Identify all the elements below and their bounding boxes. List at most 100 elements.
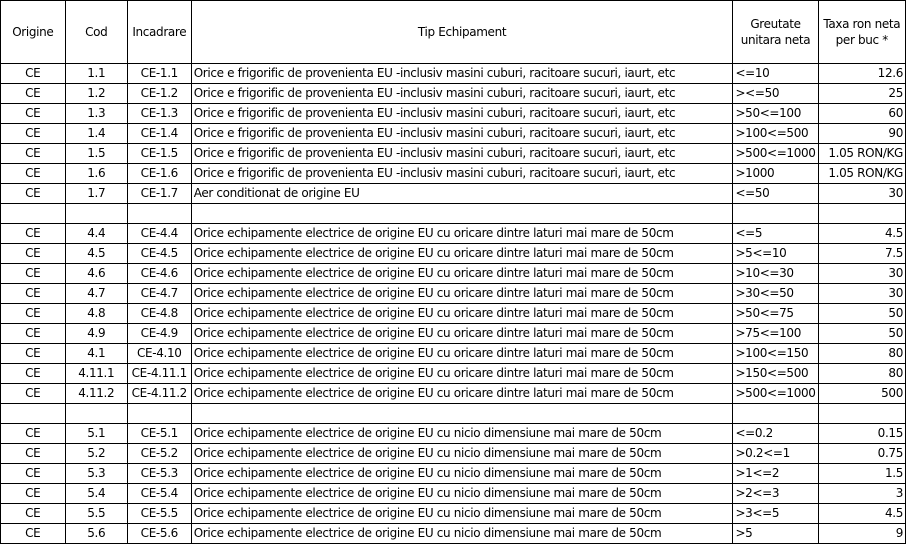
- cell-cod[interactable]: 1.7: [64, 183, 128, 204]
- cell-origine[interactable]: CE: [0, 183, 66, 204]
- cell-incadrare[interactable]: CE-1.3: [126, 103, 192, 124]
- cell-taxa[interactable]: 12.6: [817, 63, 906, 84]
- cell-tip-echipament[interactable]: Orice echipamente electrice de origine E…: [190, 383, 734, 404]
- cell-cod[interactable]: 4.5: [64, 243, 128, 264]
- cell-origine[interactable]: CE: [0, 223, 66, 244]
- cell-incadrare[interactable]: CE-5.2: [126, 443, 192, 464]
- cell-incadrare[interactable]: [126, 403, 192, 424]
- cell-origine[interactable]: CE: [0, 523, 66, 544]
- cell-origine[interactable]: CE: [0, 343, 66, 364]
- cell-origine[interactable]: CE: [0, 163, 66, 184]
- cell-origine[interactable]: CE: [0, 63, 66, 84]
- cell-incadrare[interactable]: CE-4.11.2: [126, 383, 192, 404]
- cell-taxa[interactable]: 80: [817, 343, 906, 364]
- cell-incadrare[interactable]: CE-1.4: [126, 123, 192, 144]
- cell-origine[interactable]: CE: [0, 143, 66, 164]
- cell-origine[interactable]: CE: [0, 283, 66, 304]
- cell-origine[interactable]: CE: [0, 443, 66, 464]
- cell-taxa[interactable]: [817, 403, 906, 424]
- cell-greutate[interactable]: >2<=3: [732, 483, 819, 504]
- cell-incadrare[interactable]: CE-1.2: [126, 83, 192, 104]
- cell-taxa[interactable]: 0.15: [817, 423, 906, 444]
- cell-greutate[interactable]: >30<=50: [732, 283, 819, 304]
- cell-cod[interactable]: 1.4: [64, 123, 128, 144]
- cell-cod[interactable]: 5.4: [64, 483, 128, 504]
- cell-cod[interactable]: 1.3: [64, 103, 128, 124]
- cell-greutate[interactable]: >1<=2: [732, 463, 819, 484]
- header-taxa[interactable]: Taxa ron neta per buc *: [817, 0, 906, 64]
- cell-incadrare[interactable]: CE-4.6: [126, 263, 192, 284]
- cell-greutate[interactable]: >5<=10: [732, 243, 819, 264]
- cell-incadrare[interactable]: CE-4.10: [126, 343, 192, 364]
- cell-greutate[interactable]: <=0.2: [732, 423, 819, 444]
- cell-incadrare[interactable]: CE-4.11.1: [126, 363, 192, 384]
- cell-origine[interactable]: [0, 203, 66, 224]
- cell-taxa[interactable]: 7.5: [817, 243, 906, 264]
- cell-greutate[interactable]: >3<=5: [732, 503, 819, 524]
- cell-tip-echipament[interactable]: Orice echipamente electrice de origine E…: [190, 483, 734, 504]
- cell-incadrare[interactable]: CE-5.3: [126, 463, 192, 484]
- cell-taxa[interactable]: 1.05 RON/KG: [817, 143, 906, 164]
- cell-greutate[interactable]: >100<=500: [732, 123, 819, 144]
- cell-greutate[interactable]: >500<=1000: [732, 383, 819, 404]
- cell-origine[interactable]: CE: [0, 83, 66, 104]
- cell-tip-echipament[interactable]: Orice echipamente electrice de origine E…: [190, 283, 734, 304]
- cell-origine[interactable]: CE: [0, 103, 66, 124]
- cell-taxa[interactable]: 0.75: [817, 443, 906, 464]
- cell-taxa[interactable]: 4.5: [817, 223, 906, 244]
- cell-greutate[interactable]: >0.2<=1: [732, 443, 819, 464]
- cell-taxa[interactable]: [817, 203, 906, 224]
- cell-greutate[interactable]: >75<=100: [732, 323, 819, 344]
- cell-tip-echipament[interactable]: Orice echipamente electrice de origine E…: [190, 243, 734, 264]
- cell-tip-echipament[interactable]: Orice echipamente electrice de origine E…: [190, 323, 734, 344]
- header-cod[interactable]: Cod: [64, 0, 128, 64]
- cell-greutate[interactable]: >5: [732, 523, 819, 544]
- cell-tip-echipament[interactable]: Orice echipamente electrice de origine E…: [190, 423, 734, 444]
- cell-taxa[interactable]: 90: [817, 123, 906, 144]
- cell-incadrare[interactable]: CE-1.5: [126, 143, 192, 164]
- cell-incadrare[interactable]: CE-1.6: [126, 163, 192, 184]
- cell-cod[interactable]: [64, 203, 128, 224]
- cell-greutate[interactable]: >50<=75: [732, 303, 819, 324]
- cell-greutate[interactable]: <=50: [732, 183, 819, 204]
- cell-cod[interactable]: 5.3: [64, 463, 128, 484]
- cell-origine[interactable]: CE: [0, 383, 66, 404]
- cell-taxa[interactable]: 30: [817, 263, 906, 284]
- cell-origine[interactable]: CE: [0, 323, 66, 344]
- cell-cod[interactable]: 4.9: [64, 323, 128, 344]
- header-incadrare[interactable]: Incadrare: [126, 0, 192, 64]
- cell-incadrare[interactable]: CE-5.5: [126, 503, 192, 524]
- cell-origine[interactable]: CE: [0, 263, 66, 284]
- cell-incadrare[interactable]: CE-4.5: [126, 243, 192, 264]
- cell-cod[interactable]: 5.6: [64, 523, 128, 544]
- cell-origine[interactable]: CE: [0, 503, 66, 524]
- cell-cod[interactable]: 4.7: [64, 283, 128, 304]
- cell-incadrare[interactable]: CE-4.4: [126, 223, 192, 244]
- cell-incadrare[interactable]: CE-1.7: [126, 183, 192, 204]
- cell-taxa[interactable]: 30: [817, 183, 906, 204]
- cell-tip-echipament[interactable]: Orice e frigorific de provenienta EU -in…: [190, 143, 734, 164]
- cell-greutate[interactable]: <=10: [732, 63, 819, 84]
- cell-tip-echipament[interactable]: Orice echipamente electrice de origine E…: [190, 443, 734, 464]
- cell-incadrare[interactable]: CE-1.1: [126, 63, 192, 84]
- cell-cod[interactable]: 1.5: [64, 143, 128, 164]
- cell-cod[interactable]: 4.6: [64, 263, 128, 284]
- cell-tip-echipament[interactable]: Orice e frigorific de provenienta EU -in…: [190, 83, 734, 104]
- cell-taxa[interactable]: 9: [817, 523, 906, 544]
- cell-cod[interactable]: 4.11.1: [64, 363, 128, 384]
- cell-tip-echipament[interactable]: Orice echipamente electrice de origine E…: [190, 503, 734, 524]
- cell-taxa[interactable]: 3: [817, 483, 906, 504]
- cell-incadrare[interactable]: CE-4.9: [126, 323, 192, 344]
- cell-incadrare[interactable]: CE-4.7: [126, 283, 192, 304]
- cell-taxa[interactable]: 50: [817, 303, 906, 324]
- cell-greutate[interactable]: [732, 403, 819, 424]
- cell-taxa[interactable]: 25: [817, 83, 906, 104]
- header-tip-echipament[interactable]: Tip Echipament: [190, 0, 734, 64]
- cell-taxa[interactable]: 80: [817, 363, 906, 384]
- cell-tip-echipament[interactable]: Orice echipamente electrice de origine E…: [190, 263, 734, 284]
- cell-origine[interactable]: CE: [0, 483, 66, 504]
- cell-greutate[interactable]: >1000: [732, 163, 819, 184]
- cell-taxa[interactable]: 4.5: [817, 503, 906, 524]
- cell-incadrare[interactable]: CE-5.4: [126, 483, 192, 504]
- cell-cod[interactable]: [64, 403, 128, 424]
